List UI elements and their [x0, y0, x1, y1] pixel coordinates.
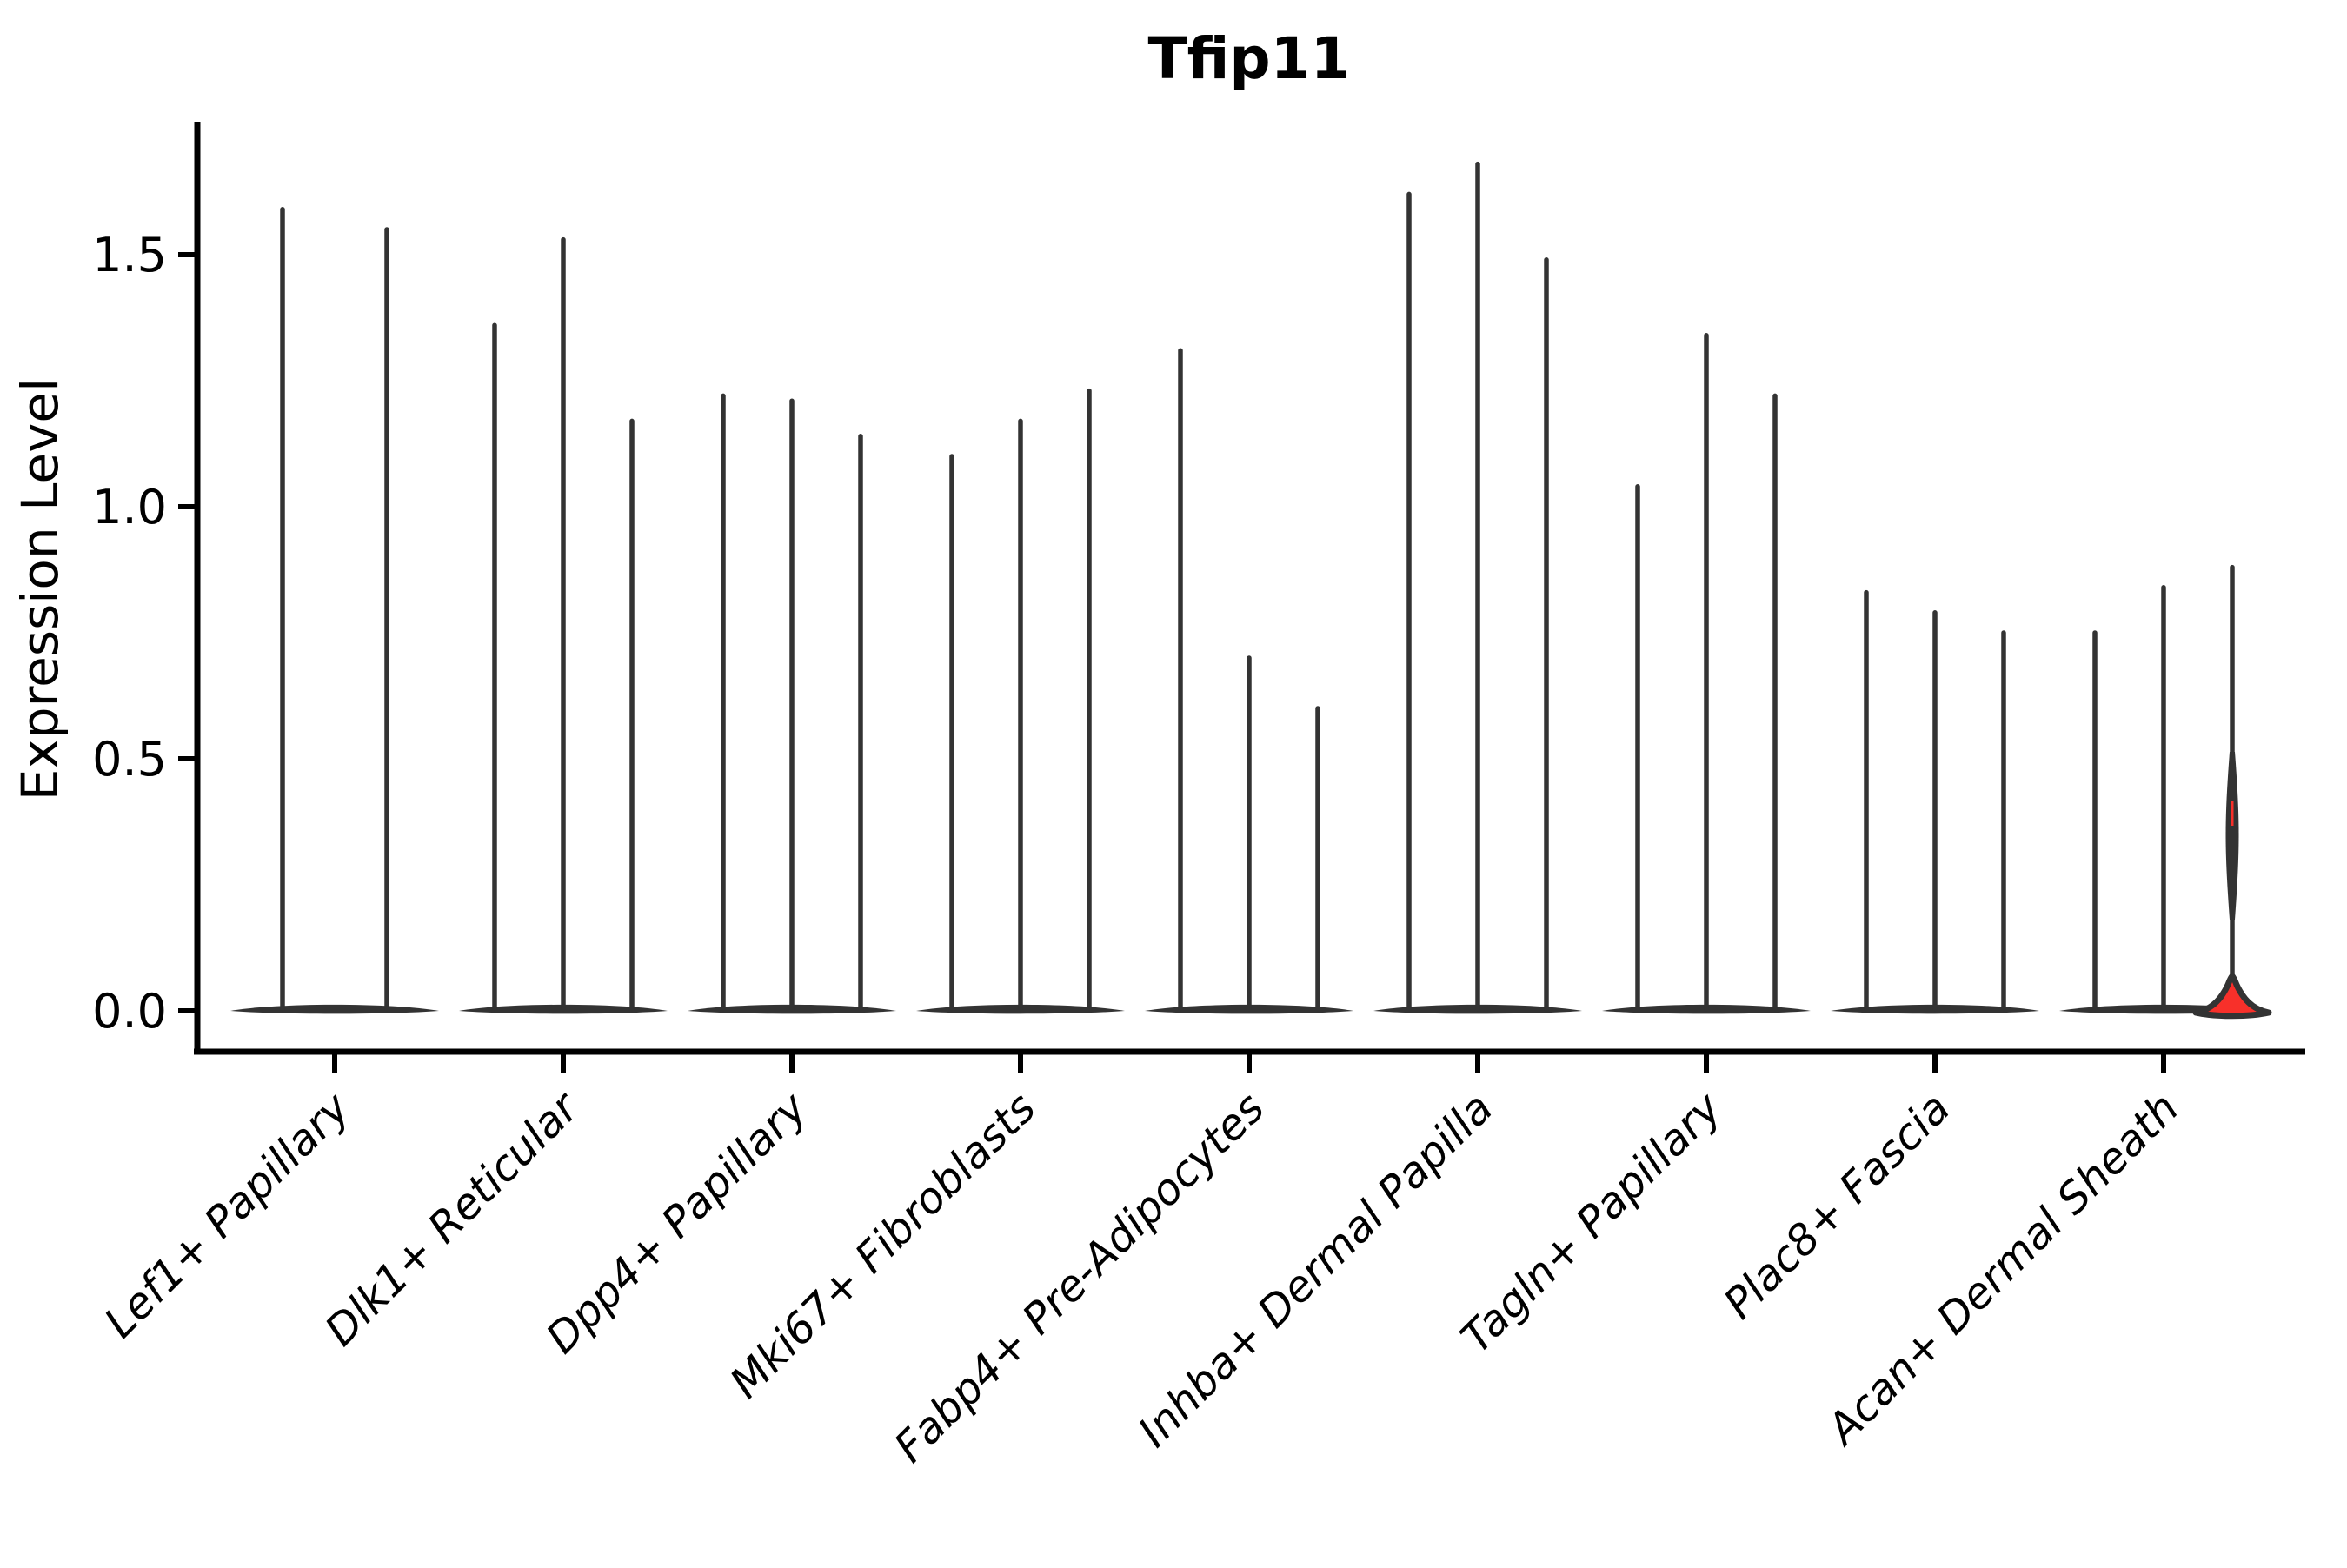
x-tick-label: Lef1+ Papillary	[95, 1082, 360, 1347]
violin-group	[230, 161, 2272, 1020]
violin-mid-bulge	[2225, 752, 2239, 920]
y-tick-group: 0.0 0.5 1.0 1.5	[92, 228, 195, 1039]
x-tick-label: Dlk1+ Reticular	[316, 1081, 589, 1355]
violin-highlight-bell	[2192, 973, 2272, 1020]
x-tick-label: Fabp4+ Pre-Adipocytes	[885, 1083, 1274, 1472]
y-axis-label: Expression Level	[10, 378, 70, 801]
violin-base-band	[230, 1004, 439, 1014]
y-tick-label: 1.0	[92, 480, 167, 535]
chart-title: Tfip11	[1147, 25, 1350, 92]
y-tick-label: 1.5	[92, 228, 167, 282]
y-tick-label: 0.5	[92, 732, 167, 787]
x-tick-label: Plac8+ Fascia	[1714, 1083, 1959, 1328]
y-tick-label: 0.0	[92, 984, 167, 1039]
